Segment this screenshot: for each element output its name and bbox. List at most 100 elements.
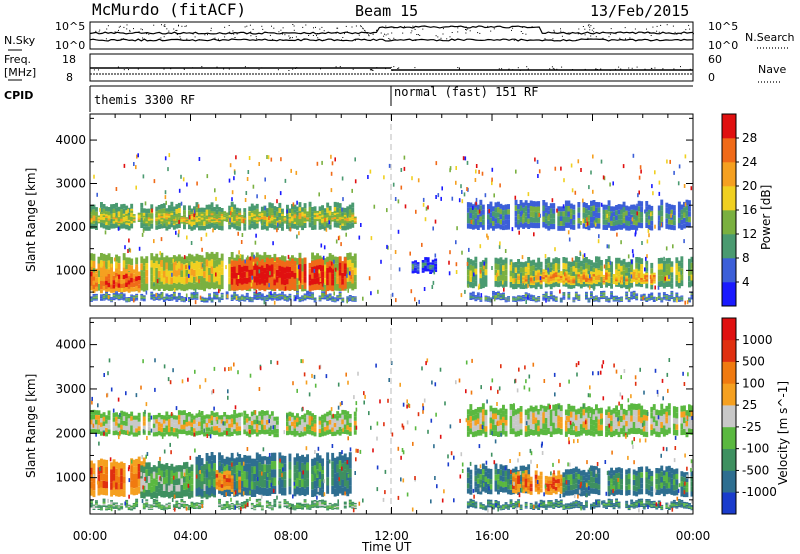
heatmap-cell: [600, 260, 603, 266]
heatmap-cell: [105, 428, 109, 433]
scatter-cell: [672, 244, 674, 249]
scatter-cell: [244, 259, 246, 264]
heatmap-cell: [107, 253, 111, 261]
heatmap-cell: [532, 265, 536, 271]
heatmap-cell: [313, 427, 317, 433]
heatmap-cell: [552, 208, 556, 214]
heatmap-cell: [165, 262, 169, 270]
nsky-dot: [347, 31, 348, 33]
heatmap-cell: [569, 203, 573, 209]
heatmap-cell: [640, 264, 644, 270]
heatmap-cell: [569, 276, 573, 278]
heatmap-cell: [351, 299, 355, 301]
heatmap-cell: [112, 288, 116, 293]
heatmap-cell: [517, 219, 521, 225]
heatmap-cell: [672, 225, 676, 231]
heatmap-cell: [132, 219, 136, 221]
heatmap-cell: [645, 281, 649, 284]
heatmap-cell: [497, 201, 500, 207]
heatmap-cell: [595, 296, 598, 298]
heatmap-cell: [105, 216, 109, 218]
heatmap-cell: [582, 279, 586, 282]
heatmap-cell: [672, 300, 676, 302]
heatmap-cell: [615, 296, 619, 298]
heatmap-cell: [504, 297, 508, 299]
colorbar-segment: [722, 210, 736, 235]
heatmap-cell: [343, 414, 347, 420]
heatmap-cell: [170, 295, 174, 297]
heatmap-cell: [652, 274, 656, 278]
heatmap-cell: [140, 256, 144, 264]
nsky-dot: [595, 36, 597, 38]
heatmap-cell: [115, 294, 119, 297]
nsky-dot: [412, 25, 414, 27]
heatmap-cell: [519, 272, 523, 278]
heatmap-cell: [640, 212, 644, 218]
nsky-dot: [419, 34, 421, 36]
heatmap-cell: [145, 269, 149, 277]
heatmap-cell: [137, 212, 141, 215]
freq-dot: [561, 66, 563, 68]
nsky-dot: [577, 33, 579, 35]
heatmap-cell: [502, 265, 505, 271]
heatmap-cell: [660, 300, 664, 302]
heatmap-cell: [296, 222, 299, 224]
heatmap-cell: [600, 294, 603, 296]
scatter-cell: [641, 241, 643, 245]
heatmap-cell: [233, 214, 237, 219]
heatmap-cell: [650, 292, 654, 294]
scatter-cell: [455, 240, 457, 245]
heatmap-cell: [190, 226, 194, 231]
heatmap-cell: [210, 202, 214, 208]
heatmap-cell: [100, 426, 103, 432]
heatmap-cell: [590, 260, 593, 266]
heatmap-cell: [348, 427, 352, 432]
heatmap-cell: [544, 275, 548, 278]
heatmap-cell: [542, 299, 546, 301]
colorbar-tick-label: 16: [742, 203, 757, 217]
heatmap-cell: [233, 222, 237, 224]
heatmap-cell: [130, 282, 134, 287]
heatmap-cell: [494, 263, 498, 270]
colorbar-tick-label: 4: [742, 275, 750, 289]
heatmap-cell: [610, 292, 614, 295]
nsky-dot: [449, 36, 451, 38]
heatmap-cell: [288, 296, 292, 298]
nsky-dot: [451, 32, 453, 33]
heatmap-cell: [135, 281, 139, 286]
heatmap-cell: [572, 271, 576, 278]
heatmap-cell: [130, 425, 134, 430]
heatmap-cell: [167, 296, 171, 298]
heatmap-cell: [195, 282, 199, 290]
heatmap-cell: [346, 225, 350, 230]
scatter-cell: [654, 224, 656, 229]
heatmap-cell: [602, 214, 606, 220]
heatmap-cell: [117, 274, 121, 279]
heatmap-cell: [677, 282, 681, 289]
heatmap-cell: [301, 207, 305, 212]
heatmap-cell: [479, 210, 483, 217]
heatmap-cell: [647, 299, 651, 301]
heatmap-cell: [228, 277, 232, 285]
nsky-dot: [166, 28, 168, 30]
heatmap-cell: [258, 211, 262, 214]
nsky-dot: [181, 25, 183, 27]
nsky-dot: [114, 31, 116, 33]
heatmap-cell: [195, 215, 199, 218]
scatter-cell: [254, 240, 257, 245]
scatter-cell: [415, 209, 417, 214]
heatmap-cell: [311, 272, 315, 279]
heatmap-cell: [336, 215, 340, 218]
heatmap-cell: [554, 296, 558, 298]
heatmap-cell: [130, 298, 134, 300]
heatmap-cell: [492, 211, 495, 217]
heatmap-cell: [288, 217, 292, 219]
heatmap-cell: [268, 222, 272, 224]
heatmap-cell: [341, 218, 345, 221]
heatmap-cell: [554, 269, 558, 273]
heatmap-cell: [323, 264, 327, 272]
heatmap-cell: [137, 421, 141, 427]
heatmap-cell: [607, 278, 611, 281]
heatmap-cell: [471, 260, 475, 266]
scatter-cell: [404, 204, 407, 209]
